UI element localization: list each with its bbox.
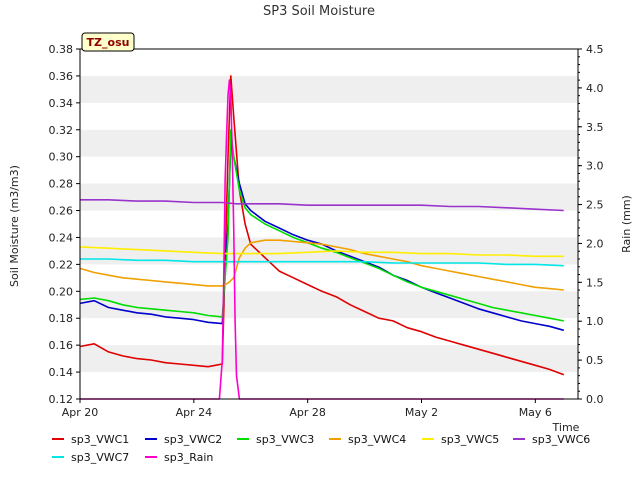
series-line-sp3-vwc7 <box>80 258 564 267</box>
x-tick-label: May 2 <box>405 406 438 419</box>
y2-tick-label: 1.5 <box>586 276 604 289</box>
series-lines <box>79 75 565 400</box>
y2-tick-label: 4.0 <box>586 82 604 95</box>
y-tick-label: 0.30 <box>49 151 74 164</box>
y2-tick-label: 2.0 <box>586 237 604 250</box>
series-line-sp3-vwc3 <box>79 129 564 322</box>
x-axis-label: Time <box>552 421 580 434</box>
x-tick-label: Apr 24 <box>176 406 213 419</box>
x-tick-label: Apr 20 <box>62 406 99 419</box>
y2-tick-label: 4.5 <box>586 43 604 56</box>
series-line-sp3-vwc5 <box>79 246 564 258</box>
y-tick-label: 0.18 <box>49 312 74 325</box>
legend-label: sp3_VWC1 <box>71 433 129 446</box>
y-tick-label: 0.16 <box>49 339 74 352</box>
legend-label: sp3_VWC5 <box>441 433 499 446</box>
series-line-sp3-vwc6 <box>80 199 564 212</box>
legend-label: sp3_Rain <box>164 451 213 464</box>
y-tick-label: 0.14 <box>49 366 74 379</box>
y-tick-label: 0.28 <box>49 178 74 191</box>
grid-band <box>80 129 578 157</box>
y-tick-label: 0.12 <box>49 393 74 406</box>
y2-tick-label: 1.0 <box>586 315 604 328</box>
y-tick-label: 0.38 <box>49 43 74 56</box>
y-axis-label: Soil Moisture (m3/m3) <box>8 165 21 287</box>
legend-label: sp3_VWC3 <box>256 433 314 446</box>
legend-label: sp3_VWC7 <box>71 451 129 464</box>
y-tick-label: 0.22 <box>49 258 74 271</box>
grid-band <box>80 75 578 103</box>
y-tick-label: 0.20 <box>49 285 74 298</box>
grid-band <box>80 345 578 373</box>
chart-title: SP3 Soil Moisture <box>263 4 375 19</box>
grid-bands <box>80 75 578 373</box>
y-axis-ticks: 0.12 0.14 0.16 0.18 0.20 0.22 0.24 0.26 0.28 0.30… <box>49 43 80 406</box>
series-line-sp3-rain <box>80 79 564 400</box>
y-tick-label: 0.36 <box>49 70 74 83</box>
y-tick-label: 0.24 <box>49 231 74 244</box>
y2-tick-label: 0.5 <box>586 354 604 367</box>
y-tick-label: 0.32 <box>49 124 74 137</box>
legend-label: sp3_VWC4 <box>348 433 406 446</box>
series-line-sp3-vwc4 <box>79 239 564 291</box>
station-badge-label: TZ_osu <box>87 36 130 49</box>
y2-tick-label: 2.5 <box>586 199 604 212</box>
y2-axis-label: Rain (mm) <box>620 195 633 253</box>
y2-tick-label: 3.5 <box>586 121 604 134</box>
series-line-sp3-vwc1 <box>79 75 565 376</box>
legend-label: sp3_VWC6 <box>532 433 590 446</box>
station-badge: TZ_osu <box>81 32 135 52</box>
y2-axis-ticks: 0.0 0.5 1.0 1.5 2.0 2.5 3.0 3.5 4.0 4.5 <box>578 43 604 406</box>
x-tick-label: May 6 <box>519 406 552 419</box>
legend: sp3_VWC1 sp3_VWC2 sp3_VWC3 sp3_VWC4 sp3_VWC5… <box>52 433 590 464</box>
x-axis-ticks: Apr 20 Apr 24 Apr 28 May 2 May 6 <box>62 399 552 419</box>
y2-tick-label: 3.0 <box>586 160 604 173</box>
y-tick-label: 0.34 <box>49 97 74 110</box>
x-tick-label: Apr 28 <box>289 406 326 419</box>
grid-band <box>80 183 578 211</box>
legend-label: sp3_VWC2 <box>164 433 222 446</box>
plot-frame <box>79 48 579 400</box>
series-line-sp3-vwc2 <box>79 142 565 332</box>
y-tick-label: 0.26 <box>49 205 74 218</box>
y2-tick-label: 0.0 <box>586 393 604 406</box>
